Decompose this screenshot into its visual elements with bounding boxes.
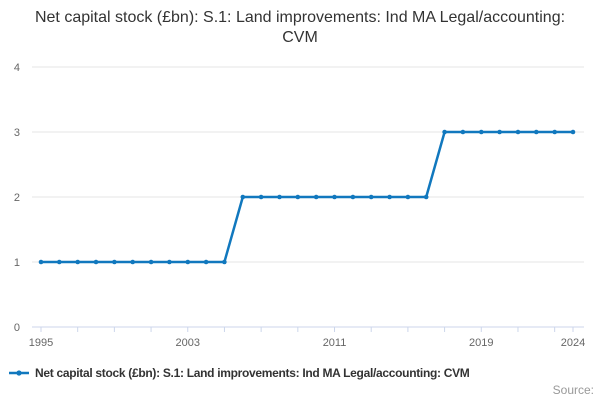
x-axis-tick-label: 2003 (176, 337, 200, 349)
data-point[interactable] (57, 259, 62, 265)
data-point[interactable] (368, 194, 374, 200)
data-point[interactable] (93, 259, 99, 265)
source-credit: Source: (552, 383, 594, 397)
data-point[interactable] (442, 129, 447, 135)
y-axis-tick-label: 4 (14, 62, 20, 74)
legend-item[interactable]: Net capital stock (£bn): S.1: Land impro… (8, 364, 470, 382)
legend-line-marker-icon (9, 370, 29, 376)
data-point[interactable] (130, 259, 135, 265)
y-axis-tick-label: 2 (14, 192, 20, 204)
data-point[interactable] (222, 259, 227, 265)
data-point[interactable] (497, 129, 502, 135)
data-point[interactable] (75, 259, 80, 265)
y-axis-tick-label: 0 (14, 322, 20, 334)
data-point[interactable] (38, 259, 44, 265)
data-point[interactable] (405, 194, 411, 200)
data-point[interactable] (148, 259, 154, 265)
data-point[interactable] (534, 129, 539, 135)
data-point[interactable] (423, 194, 429, 200)
data-point[interactable] (479, 129, 484, 135)
data-point[interactable] (277, 194, 282, 200)
data-point[interactable] (552, 129, 557, 135)
data-point[interactable] (167, 259, 172, 265)
y-axis-tick-label: 3 (14, 127, 20, 139)
data-point[interactable] (203, 259, 209, 265)
data-point[interactable] (240, 194, 246, 200)
x-axis-tick-label: 1995 (29, 337, 53, 349)
data-point[interactable] (258, 194, 264, 200)
line-chart-plot-area[interactable]: 0 1 2 3 4 1995 2003 2011 2019 2024 (0, 55, 600, 357)
legend-label: Net capital stock (£bn): S.1: Land impro… (35, 366, 470, 380)
data-point[interactable] (460, 129, 466, 135)
x-axis-tick-label: 2011 (323, 337, 347, 349)
data-point[interactable] (350, 194, 356, 200)
x-axis-tick-label: 2024 (561, 337, 585, 349)
x-axis-tick-label: 2019 (469, 337, 493, 349)
data-point[interactable] (515, 129, 521, 135)
data-point[interactable] (387, 194, 392, 200)
data-point[interactable] (313, 194, 319, 200)
data-point[interactable] (570, 129, 576, 135)
chart-title: Net capital stock (£bn): S.1: Land impro… (34, 9, 566, 46)
data-point[interactable] (185, 259, 191, 265)
data-point[interactable] (295, 194, 301, 200)
series-line[interactable] (41, 130, 573, 264)
data-point[interactable] (332, 194, 337, 200)
data-point[interactable] (112, 259, 117, 265)
legend-marker-glyph (9, 370, 29, 376)
y-axis-tick-label: 1 (14, 257, 20, 269)
